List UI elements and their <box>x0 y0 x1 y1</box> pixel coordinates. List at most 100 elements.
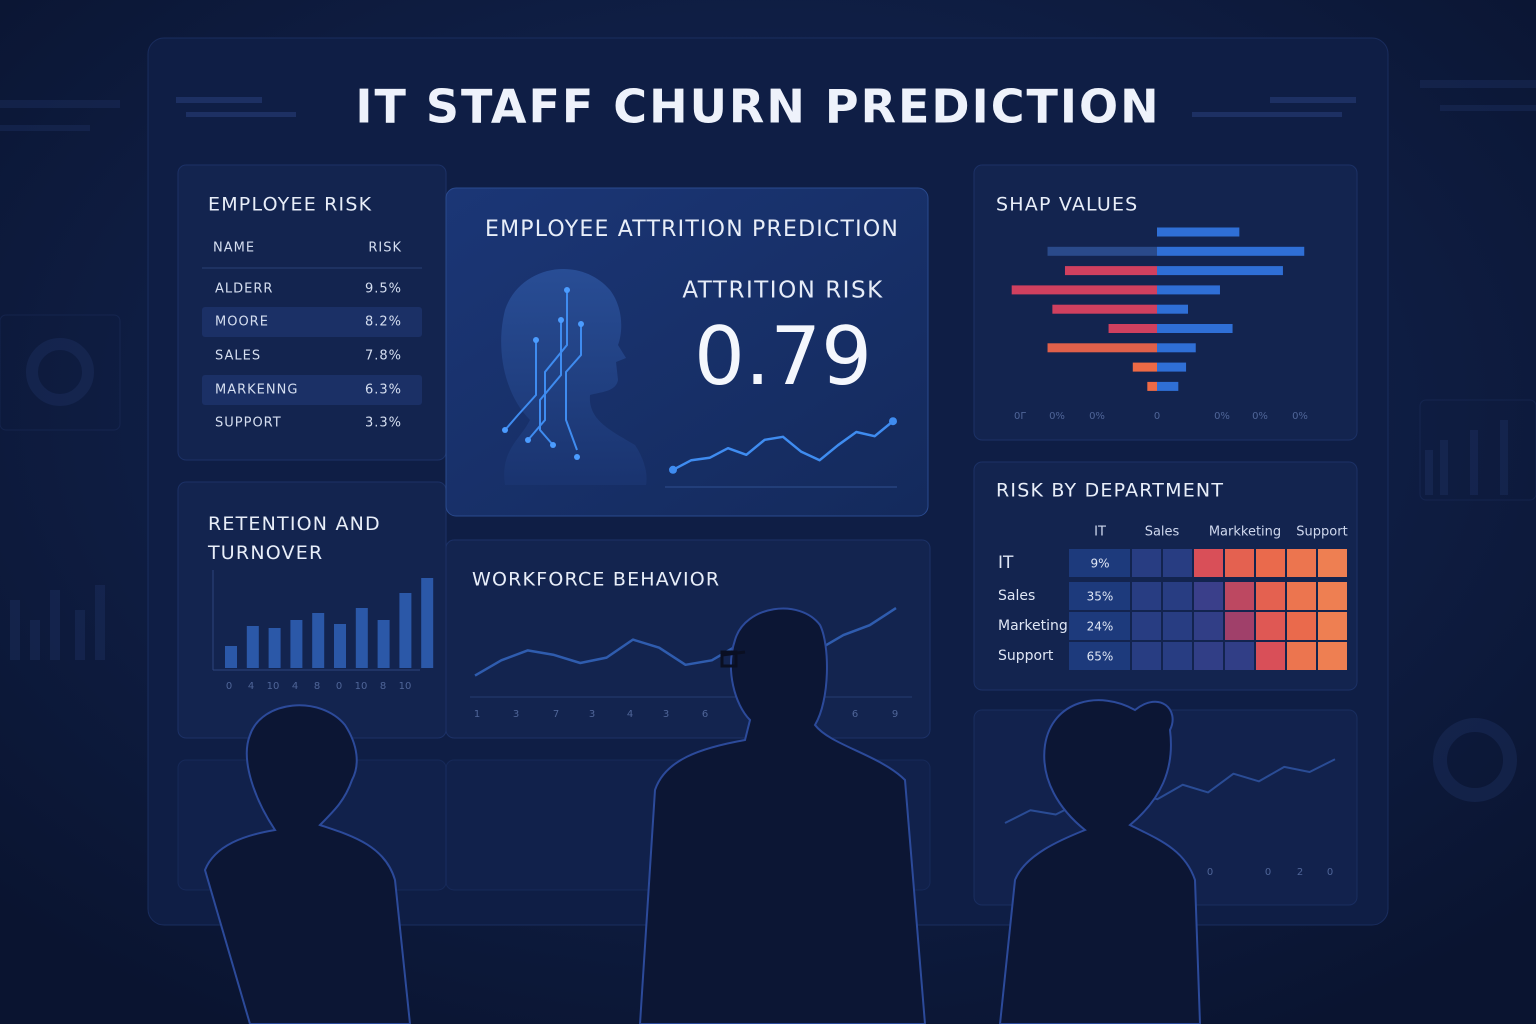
x-tick-label: 4 <box>292 681 298 692</box>
shap-tick: 0 <box>1154 411 1160 422</box>
bar <box>334 624 346 668</box>
shap-bar-negative <box>1147 381 1157 391</box>
x-tick-label: 3 <box>663 709 669 720</box>
row-label: Sales <box>998 588 1035 604</box>
employee-name: SALES <box>215 349 261 364</box>
shap-bar-positive <box>1157 304 1188 314</box>
column-header: IT <box>1094 525 1106 540</box>
bar <box>355 608 368 668</box>
row-label: IT <box>998 553 1014 573</box>
person-silhouette <box>203 704 412 1024</box>
shap-bar-positive <box>1157 324 1233 333</box>
side-decor <box>0 80 1536 802</box>
x-tick-label: 6 <box>702 709 708 720</box>
card-title: WORKFORCE BEHAVIOR <box>472 569 720 591</box>
shap-bar-positive <box>1157 285 1220 295</box>
bar <box>290 620 303 668</box>
person-silhouette <box>998 699 1202 1024</box>
bar <box>246 626 259 668</box>
heat-cell <box>1256 612 1285 640</box>
employee-risk: 3.3% <box>365 416 402 431</box>
row-highlight <box>202 375 422 405</box>
card-title: RISK BY DEPARTMENT <box>996 480 1224 502</box>
x-tick-label: 4 <box>248 681 254 692</box>
heat-cell <box>1256 642 1285 670</box>
heat-cell <box>1225 582 1254 610</box>
heat-cell <box>1318 612 1347 640</box>
heat-cell <box>1194 642 1223 670</box>
trend-end <box>889 417 897 426</box>
column-header: Support <box>1296 525 1347 540</box>
heat-cell <box>1287 582 1316 610</box>
heat-cell <box>1287 549 1316 577</box>
heat-cell <box>1194 582 1223 610</box>
heat-cell <box>1225 549 1254 577</box>
shap-bar-negative <box>1011 285 1157 295</box>
shap-bar-positive <box>1157 227 1240 237</box>
x-tick-label: 0 <box>1327 867 1333 878</box>
heat-cell <box>1194 549 1223 577</box>
trend-start <box>669 465 677 474</box>
heat-cell <box>1318 582 1347 610</box>
heat-cell <box>1132 642 1161 670</box>
shap-tick: 0% <box>1214 411 1230 422</box>
shap-bar-negative <box>1064 266 1157 276</box>
card-title: RETENTION AND TURNOVER <box>207 513 381 564</box>
heat-cell <box>1194 612 1223 640</box>
table-header: NAME <box>213 241 255 256</box>
column-header: Markketing <box>1209 525 1281 540</box>
x-tick-label: 0 <box>336 681 342 692</box>
heat-cell <box>1225 642 1254 670</box>
heat-cell <box>1287 642 1316 670</box>
shap-tick: 0% <box>1049 411 1065 422</box>
employee-risk: 7.8% <box>365 349 402 364</box>
heat-cell <box>1163 582 1192 610</box>
decor <box>1192 112 1342 117</box>
shap-tick: 0Γ <box>1014 411 1026 422</box>
column-header: Sales <box>1145 525 1180 540</box>
x-tick-label: 2 <box>1297 867 1303 878</box>
trend-line <box>1004 758 1336 824</box>
row-value: 9% <box>1090 557 1109 571</box>
row-label: Support <box>998 648 1054 664</box>
heat-cell <box>1256 582 1285 610</box>
shap-bar-positive <box>1157 246 1305 256</box>
x-tick-label: 7 <box>553 709 559 720</box>
x-tick-label: 10 <box>267 681 280 692</box>
bar <box>225 646 237 668</box>
bar <box>399 593 412 668</box>
x-tick-label: 6 <box>852 709 858 720</box>
decor <box>186 112 296 117</box>
heat-cell <box>1163 549 1192 577</box>
employee-name: SUPPORT <box>215 416 282 431</box>
head-illustration <box>501 268 647 485</box>
card-title: EMPLOYEE ATTRITION PREDICTION <box>485 217 899 242</box>
shap-bar-negative <box>1132 362 1157 372</box>
shap-tick: 0% <box>1292 411 1308 422</box>
row-highlight <box>202 307 422 337</box>
circuit-nodes <box>502 287 584 460</box>
shap-bar-negative <box>1052 304 1157 314</box>
employee-name: MARKENNG <box>215 383 298 398</box>
kpi-value: 0.79 <box>694 310 872 403</box>
shap-bar-negative <box>1047 246 1157 256</box>
card-title: EMPLOYEE RISK <box>208 194 372 216</box>
heat-cell <box>1318 549 1347 577</box>
kpi-label: ATTRITION RISK <box>682 278 883 304</box>
shap-tick: 0% <box>1089 411 1105 422</box>
bar <box>377 620 390 668</box>
employee-name: ALDERR <box>215 282 273 297</box>
bar <box>268 628 281 668</box>
table-header: RISK <box>368 241 402 256</box>
trend-line <box>672 420 894 471</box>
employee-risk: 8.2% <box>365 315 402 330</box>
shap-card <box>973 164 1358 441</box>
shap-bar-positive <box>1157 381 1179 391</box>
value-cell <box>1069 582 1130 610</box>
heat-cell <box>1163 612 1192 640</box>
row-value: 24% <box>1087 620 1114 634</box>
x-tick-label: 10 <box>399 681 412 692</box>
